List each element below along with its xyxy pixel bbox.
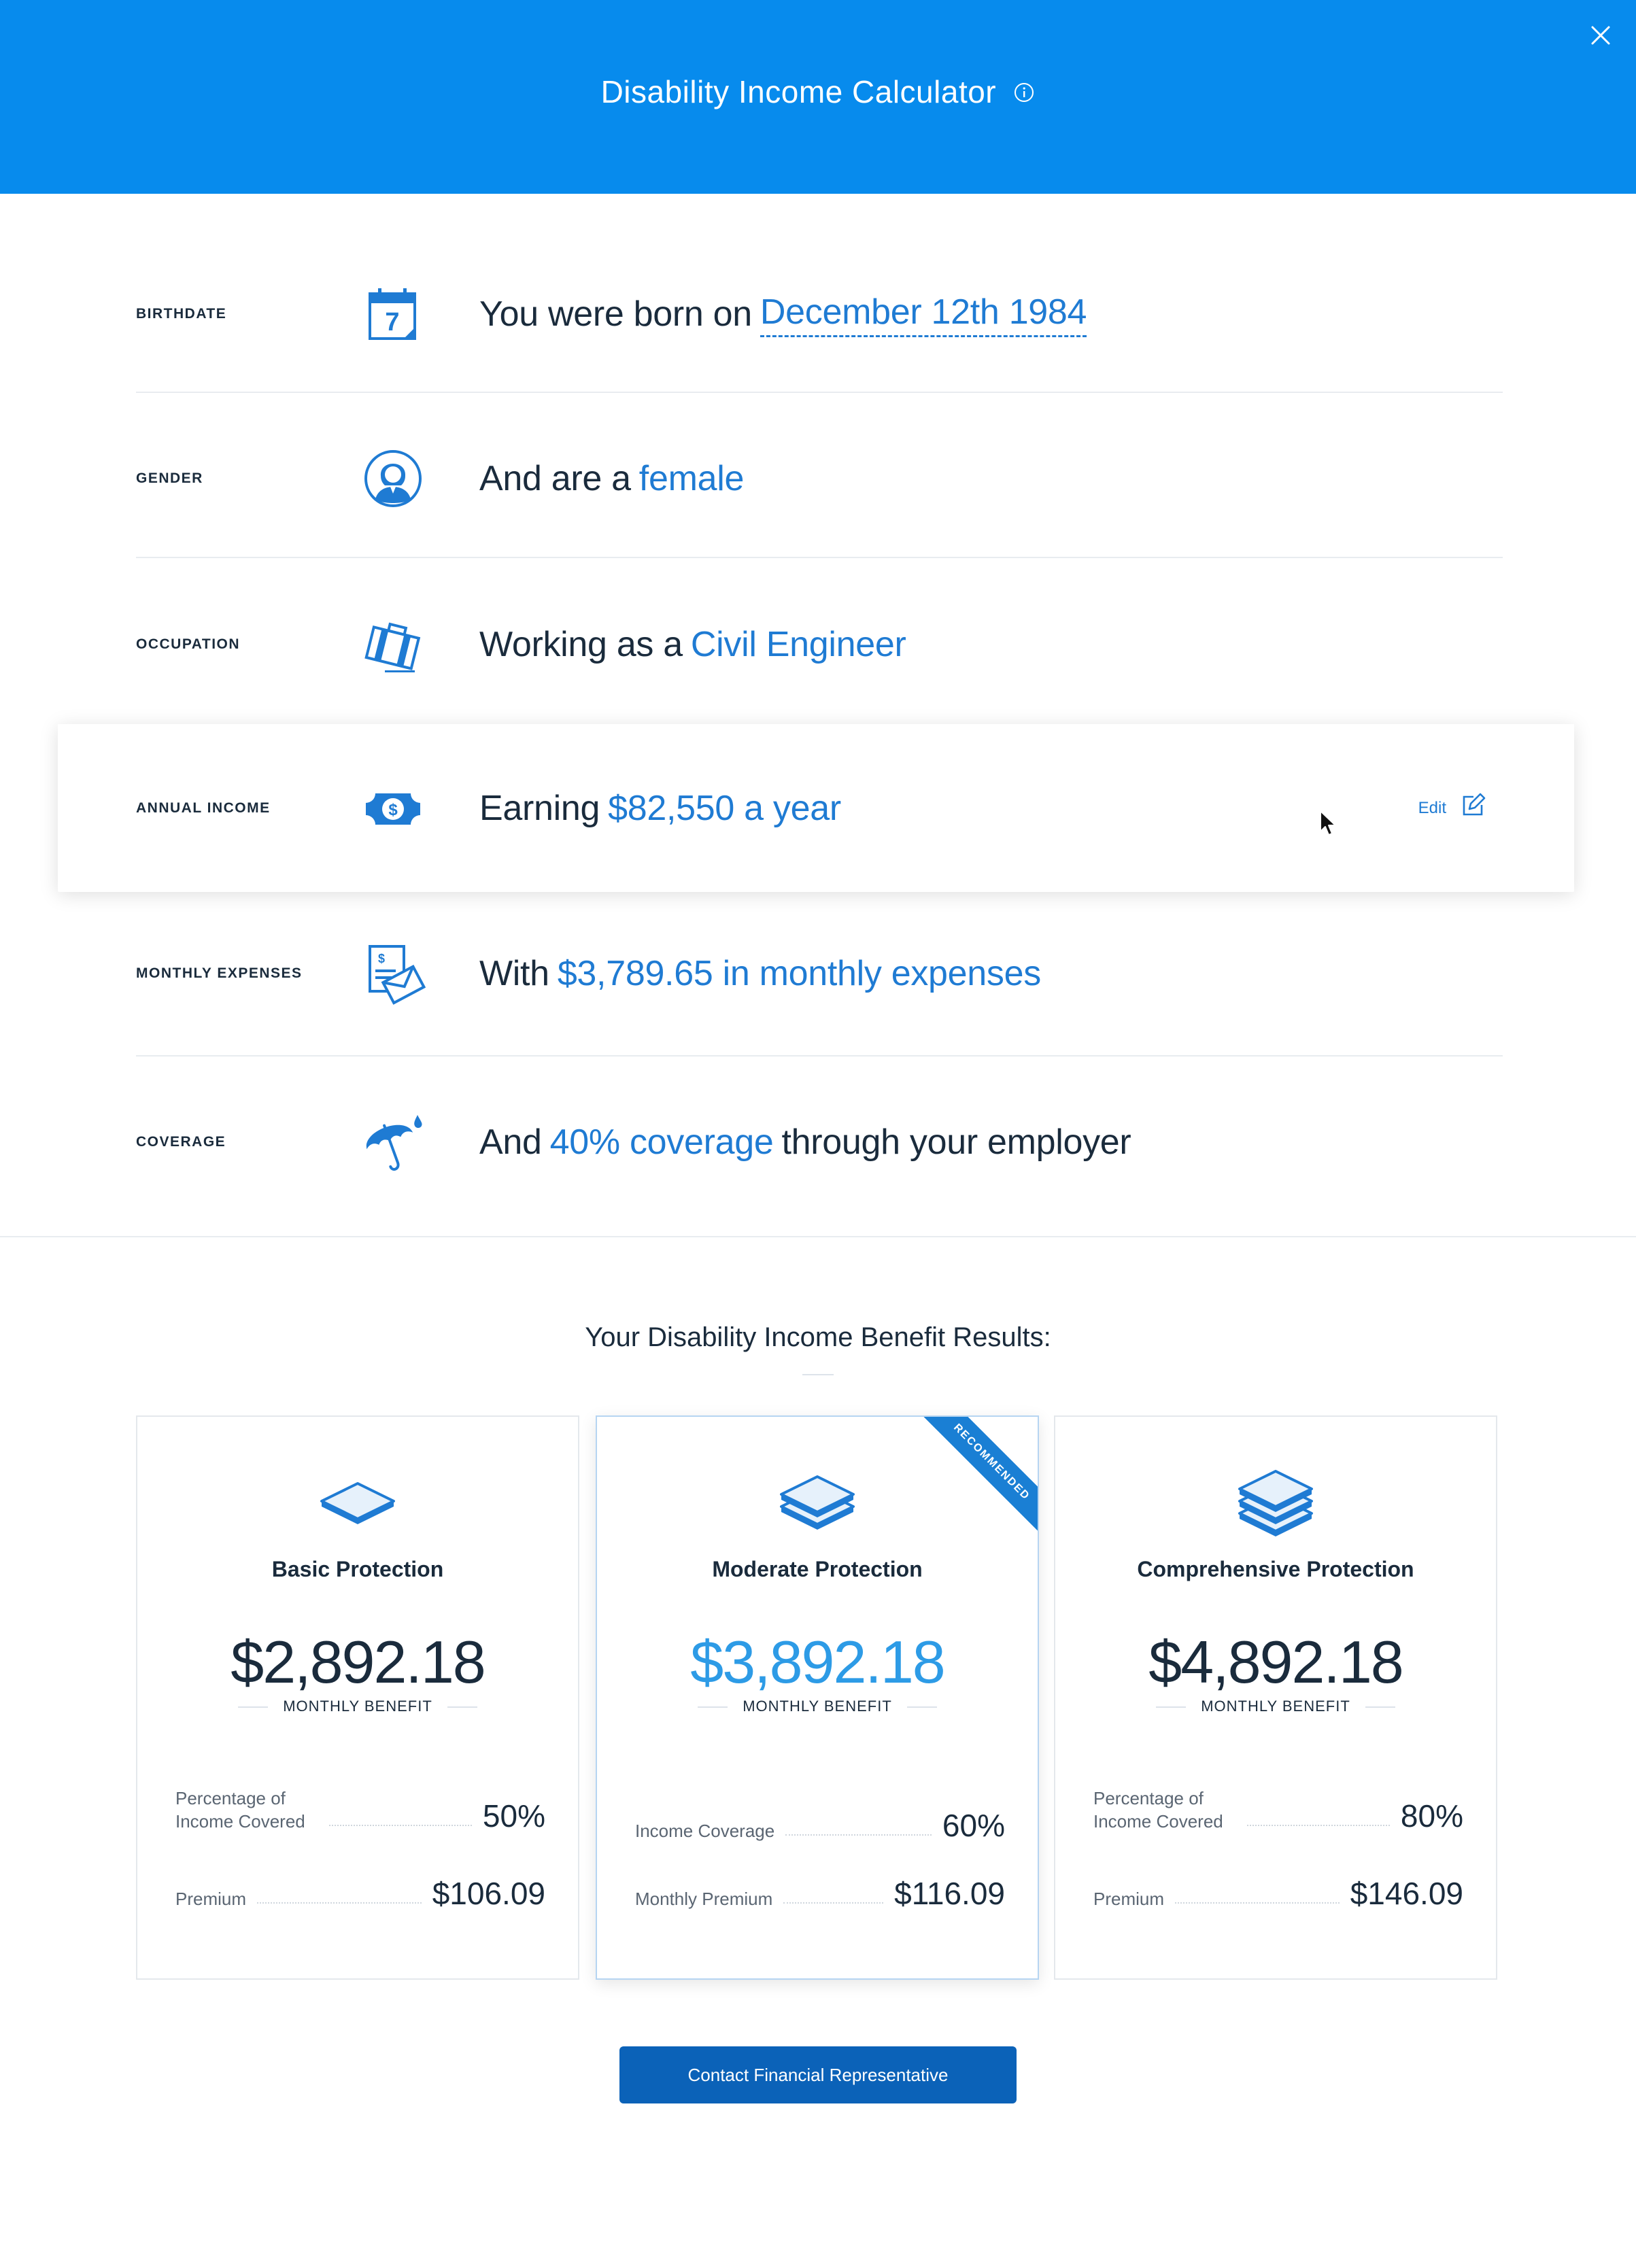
birthdate-sentence: You were born on December 12th 1984 bbox=[479, 233, 1095, 396]
annual-income-prefix: Earning bbox=[479, 789, 600, 828]
plan-stat-premium: Monthly Premium $116.09 bbox=[635, 1876, 1005, 1910]
birthdate-prefix: You were born on bbox=[479, 294, 752, 334]
dotted-leader bbox=[329, 1825, 472, 1826]
plan-card-comprehensive[interactable]: Comprehensive Protection $4,892.18 MONTH… bbox=[1054, 1415, 1497, 1980]
stat-value: $116.09 bbox=[894, 1876, 1005, 1911]
double-layer-icon bbox=[773, 1466, 862, 1542]
occupation-value[interactable]: Civil Engineer bbox=[690, 625, 906, 664]
plan-name: Moderate Protection bbox=[712, 1557, 923, 1581]
annual-income-value[interactable]: $82,550 a year bbox=[608, 789, 841, 828]
annual-income-row[interactable]: ANNUAL INCOME $ Earning $82,550 a year bbox=[136, 727, 841, 890]
row-label: ANNUAL INCOME bbox=[136, 800, 271, 816]
coverage-suffix: through your employer bbox=[781, 1122, 1131, 1162]
mouse-cursor-icon bbox=[1319, 810, 1338, 840]
bill-envelope-icon: $ bbox=[360, 941, 426, 1006]
stat-value: 80% bbox=[1400, 1798, 1463, 1834]
row-divider bbox=[136, 557, 1503, 558]
plan-amount-caption: MONTHLY BENEFIT bbox=[137, 1698, 578, 1715]
birthdate-value[interactable]: December 12th 1984 bbox=[760, 292, 1087, 337]
gender-value[interactable]: female bbox=[638, 459, 745, 498]
calculator-header: Disability Income Calculator bbox=[0, 0, 1636, 194]
gender-sentence: And are a female bbox=[479, 397, 752, 560]
coverage-row[interactable]: COVERAGE And 40% coverage through your e… bbox=[136, 1061, 1131, 1224]
svg-text:$: $ bbox=[378, 952, 385, 965]
stat-label: Premium bbox=[1093, 1889, 1165, 1909]
plan-card-basic[interactable]: Basic Protection $2,892.18 MONTHLY BENEF… bbox=[136, 1415, 579, 1980]
row-label: MONTHLY EXPENSES bbox=[136, 965, 303, 981]
coverage-value[interactable]: 40% coverage bbox=[549, 1122, 774, 1162]
briefcase-icon bbox=[360, 612, 426, 677]
female-avatar-icon bbox=[360, 446, 426, 511]
gender-prefix: And are a bbox=[479, 459, 631, 498]
dotted-leader bbox=[1175, 1902, 1340, 1904]
edit-button[interactable]: Edit bbox=[1418, 724, 1486, 892]
row-label: BIRTHDATE bbox=[136, 306, 227, 322]
recommended-ribbon: RECOMMENDED bbox=[917, 1417, 1038, 1536]
plan-amount: $2,892.18 bbox=[231, 1628, 486, 1696]
section-divider bbox=[0, 1236, 1636, 1237]
results-title: Your Disability Income Benefit Results: bbox=[585, 1322, 1051, 1352]
dotted-leader bbox=[1247, 1825, 1390, 1826]
plan-amount: $4,892.18 bbox=[1148, 1628, 1404, 1696]
umbrella-icon bbox=[360, 1110, 426, 1175]
dotted-leader bbox=[257, 1902, 422, 1904]
annual-income-card[interactable]: ANNUAL INCOME $ Earning $82,550 a year E… bbox=[58, 724, 1574, 892]
dotted-leader bbox=[785, 1834, 932, 1836]
stat-label: Monthly Premium bbox=[635, 1889, 773, 1909]
page-title: Disability Income Calculator bbox=[0, 73, 1636, 111]
plan-stat-coverage: Income Coverage 60% bbox=[635, 1808, 1005, 1842]
gender-row[interactable]: GENDER And are a female bbox=[136, 397, 823, 560]
svg-text:$: $ bbox=[388, 801, 398, 819]
plan-card-moderate[interactable]: RECOMMENDED Moderate Protection $3,892.1… bbox=[596, 1415, 1039, 1980]
results-title-underline bbox=[802, 1374, 834, 1375]
occupation-row[interactable]: OCCUPATION Working as a Civil Engineer bbox=[136, 563, 906, 726]
birthdate-row[interactable]: BIRTHDATE 7 You were born on December 12… bbox=[136, 233, 1087, 396]
monthly-expenses-row[interactable]: MONTHLY EXPENSES $ With $3,789.65 in mon… bbox=[136, 892, 1041, 1055]
plan-amount-caption: MONTHLY BENEFIT bbox=[597, 1698, 1038, 1715]
coverage-prefix: And bbox=[479, 1122, 542, 1162]
stat-label: Percentage of Income Covered bbox=[175, 1788, 305, 1832]
info-icon[interactable] bbox=[1013, 74, 1035, 111]
stat-label: Percentage of Income Covered bbox=[1093, 1788, 1223, 1832]
page-title-text: Disability Income Calculator bbox=[600, 74, 997, 109]
coverage-sentence: And 40% coverage through your employer bbox=[479, 1061, 1131, 1224]
stat-value: $146.09 bbox=[1350, 1876, 1463, 1911]
monthly-expenses-prefix: With bbox=[479, 954, 549, 993]
plan-stat-coverage: Percentage of Income Covered 50% bbox=[175, 1787, 545, 1833]
plan-stat-premium: Premium $146.09 bbox=[1093, 1876, 1463, 1910]
row-label: GENDER bbox=[136, 470, 203, 486]
stat-value: 60% bbox=[942, 1808, 1005, 1843]
occupation-sentence: Working as a Civil Engineer bbox=[479, 563, 915, 726]
plan-stat-premium: Premium $106.09 bbox=[175, 1876, 545, 1910]
row-divider bbox=[136, 1055, 1503, 1056]
stat-value: 50% bbox=[482, 1798, 545, 1834]
stat-value: $106.09 bbox=[432, 1876, 545, 1911]
annual-income-sentence: Earning $82,550 a year bbox=[479, 727, 849, 890]
row-label: COVERAGE bbox=[136, 1134, 226, 1150]
occupation-prefix: Working as a bbox=[479, 625, 683, 664]
triple-layer-icon bbox=[1231, 1466, 1320, 1542]
close-icon[interactable] bbox=[1586, 20, 1616, 50]
plan-stat-coverage: Percentage of Income Covered 80% bbox=[1093, 1787, 1463, 1833]
row-label: OCCUPATION bbox=[136, 636, 241, 652]
pencil-icon bbox=[1446, 793, 1486, 823]
calendar-icon: 7 bbox=[360, 281, 426, 347]
edit-label: Edit bbox=[1418, 798, 1446, 817]
plan-amount-caption: MONTHLY BENEFIT bbox=[1055, 1698, 1496, 1715]
contact-representative-button[interactable]: Contact Financial Representative bbox=[619, 2046, 1017, 2103]
plan-amount: $3,892.18 bbox=[690, 1628, 946, 1696]
plan-name: Comprehensive Protection bbox=[1137, 1557, 1414, 1581]
monthly-expenses-sentence: With $3,789.65 in monthly expenses bbox=[479, 892, 1049, 1055]
svg-text:7: 7 bbox=[385, 308, 399, 337]
row-divider bbox=[136, 392, 1503, 393]
stat-label: Income Coverage bbox=[635, 1821, 775, 1841]
dotted-leader bbox=[783, 1902, 884, 1904]
stat-label: Premium bbox=[175, 1889, 247, 1909]
dollar-bill-icon: $ bbox=[360, 776, 426, 841]
monthly-expenses-value[interactable]: $3,789.65 in monthly expenses bbox=[557, 954, 1041, 993]
single-layer-icon bbox=[313, 1466, 402, 1542]
plan-name: Basic Protection bbox=[271, 1557, 444, 1581]
